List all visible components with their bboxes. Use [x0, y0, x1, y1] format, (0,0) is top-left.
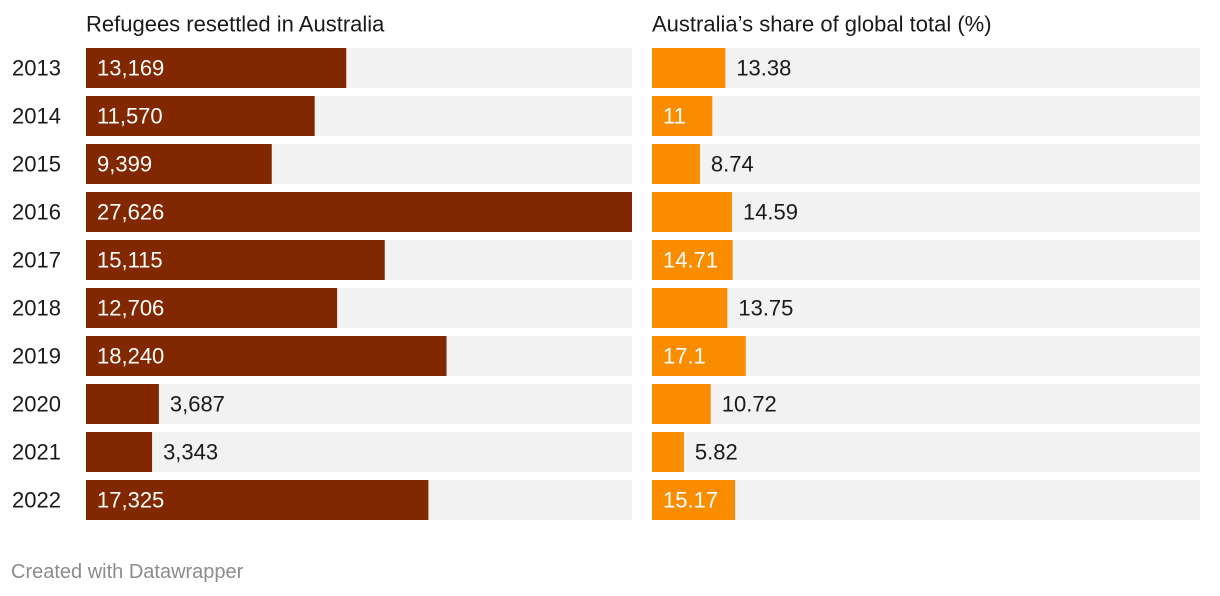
share-track-2022 [652, 480, 1200, 520]
share-bar-2022 [652, 480, 736, 520]
footer-credit: Created with Datawrapper [11, 561, 244, 583]
share-track-2015 [652, 144, 1200, 184]
share-track-2016 [652, 192, 1200, 232]
share-value-label-2019: 17.1 [663, 344, 706, 369]
share-value-label-2021: 5.82 [695, 440, 738, 465]
year-label-2017: 2017 [12, 248, 61, 273]
year-label-2016: 2016 [12, 200, 61, 225]
resettled-bar-2022 [86, 480, 429, 520]
share-track-2021 [652, 432, 1200, 472]
share-bar-2016 [652, 192, 732, 232]
resettled-value-label-2013: 13,169 [97, 56, 164, 81]
share-bar-2013 [652, 48, 726, 88]
resettled-value-label-2020: 3,687 [170, 392, 225, 417]
share-value-label-2016: 14.59 [743, 200, 798, 225]
resettled-bar-2018 [86, 288, 338, 328]
resettled-value-label-2017: 15,115 [97, 248, 163, 273]
resettled-value-label-2015: 9,399 [97, 152, 152, 177]
share-bar-2018 [652, 288, 728, 328]
resettled-value-label-2018: 12,706 [97, 296, 164, 321]
resettled-bar-2015 [86, 144, 272, 184]
resettled-bar-2017 [86, 240, 385, 280]
share-bar-2019 [652, 336, 746, 376]
share-value-label-2017: 14.71 [663, 248, 718, 273]
share-track-2018 [652, 288, 1200, 328]
share-bar-2015 [652, 144, 700, 184]
share-bar-2020 [652, 384, 711, 424]
year-label-2013: 2013 [12, 56, 61, 81]
resettled-bar-2013 [86, 48, 347, 88]
resettled-bar-2016 [86, 192, 632, 232]
resettled-value-label-2014: 11,570 [97, 104, 163, 129]
resettled-bar-2020 [86, 384, 159, 424]
year-label-2019: 2019 [12, 344, 61, 369]
share-value-label-2020: 10.72 [722, 392, 777, 417]
share-value-label-2014: 11 [663, 104, 686, 129]
share-value-label-2018: 13.75 [738, 296, 793, 321]
share-track-2017 [652, 240, 1200, 280]
resettled-value-label-2016: 27,626 [97, 200, 164, 225]
resettled-track-2021 [86, 432, 632, 472]
year-label-2022: 2022 [12, 488, 61, 513]
share-track-2014 [652, 96, 1200, 136]
share-track-2013 [652, 48, 1200, 88]
resettled-panel-title: Refugees resettled in Australia [86, 12, 385, 37]
resettled-value-label-2019: 18,240 [97, 344, 164, 369]
year-label-2021: 2021 [12, 440, 61, 465]
resettled-bar-2014 [86, 96, 315, 136]
resettled-track-2020 [86, 384, 632, 424]
share-panel-title: Australia’s share of global total (%) [652, 12, 992, 37]
share-bar-2014 [652, 96, 713, 136]
share-track-2020 [652, 384, 1200, 424]
resettled-value-label-2022: 17,325 [97, 488, 164, 513]
share-value-label-2022: 15.17 [663, 488, 718, 513]
share-bar-2021 [652, 432, 684, 472]
resettled-value-label-2021: 3,343 [163, 440, 218, 465]
resettled-bar-2019 [86, 336, 447, 376]
resettled-bar-2021 [86, 432, 153, 472]
year-label-2020: 2020 [12, 392, 61, 417]
share-value-label-2015: 8.74 [711, 152, 754, 177]
share-bar-2017 [652, 240, 733, 280]
year-label-2015: 2015 [12, 152, 61, 177]
year-label-2018: 2018 [12, 296, 61, 321]
year-label-2014: 2014 [12, 104, 61, 129]
share-value-label-2013: 13.38 [736, 56, 791, 81]
